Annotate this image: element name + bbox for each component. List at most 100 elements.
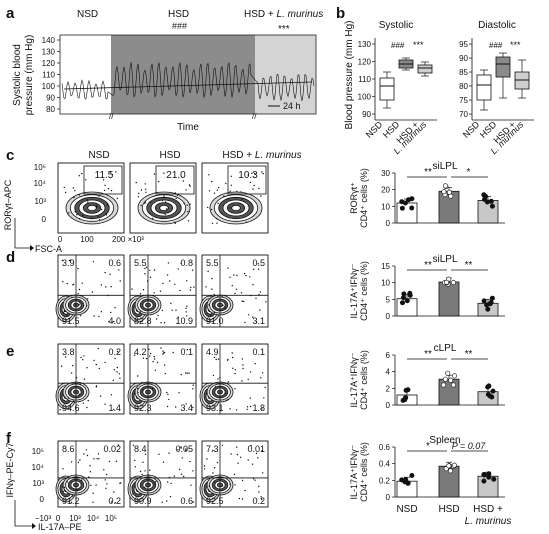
panel-f-axis-arrow [14, 500, 32, 527]
event-dot [213, 356, 216, 358]
panel-c-ylabel: RORγt–APC [3, 179, 13, 230]
event-dot [103, 189, 106, 192]
event-dot [68, 259, 71, 262]
event-dot [82, 402, 85, 404]
panel-d-q-lr: 10.9 [175, 316, 193, 326]
panel-a-ytick-label: 140 [42, 36, 56, 45]
bar-chart-ytick-label: 20 [381, 186, 390, 195]
event-dot [167, 481, 169, 483]
event-dot [107, 187, 110, 190]
data-point [450, 382, 456, 388]
event-dot [225, 399, 228, 402]
event-dot [212, 393, 214, 395]
event-dot [66, 481, 68, 483]
event-dot [82, 214, 84, 217]
event-dot [229, 190, 231, 192]
panel-f-q-lr: 0.2 [108, 496, 121, 506]
event-dot [137, 375, 139, 377]
event-dot [180, 262, 182, 264]
event-dot [217, 358, 220, 360]
event-dot [174, 192, 177, 194]
event-dot [97, 347, 99, 350]
boxplot-box [379, 77, 395, 101]
event-dot [240, 191, 242, 193]
event-dot [249, 371, 252, 373]
panel-d-letter: d [6, 249, 15, 266]
panel-b-diastolic-sig-1: ### [489, 41, 503, 50]
event-dot [97, 453, 100, 455]
bar-chart-ytick-label: 0 [386, 493, 391, 502]
panel-a-ytick-label: 110 [42, 71, 55, 80]
event-dot [217, 202, 219, 205]
panel-d-q-ll: 91.0 [206, 316, 224, 326]
event-dot [141, 473, 143, 476]
event-dot [255, 297, 257, 299]
event-dot [144, 267, 146, 270]
event-dot [262, 173, 264, 175]
event-dot [164, 213, 166, 216]
event-dot [233, 473, 236, 476]
panel-d-q-lr: 4.0 [108, 316, 121, 326]
event-dot [215, 358, 217, 361]
event-dot [149, 276, 152, 278]
event-dot [257, 457, 259, 459]
event-dot [132, 444, 135, 447]
event-dot [118, 373, 121, 375]
event-dot [177, 268, 179, 270]
event-dot [71, 296, 73, 299]
panel-f-q-ur: 0.05 [175, 444, 193, 454]
event-dot [169, 496, 172, 498]
event-dot [141, 320, 143, 323]
event-dot [116, 350, 119, 353]
event-dot [151, 217, 154, 220]
event-dot [163, 172, 165, 174]
event-dot [104, 361, 106, 364]
event-dot [224, 307, 226, 309]
event-dot [145, 191, 147, 193]
panel-a-ylabel-2: pressure (mm Hg) [24, 35, 35, 116]
event-dot [258, 491, 260, 493]
event-dot [117, 444, 120, 446]
event-dot [64, 356, 67, 358]
event-dot [216, 189, 218, 191]
event-dot [232, 204, 235, 207]
event-dot [245, 221, 247, 223]
bar-chart-ylabel-2: CD4⁺ cells (%) [359, 168, 369, 228]
event-dot [85, 179, 87, 181]
panel-a-ylabel-1: Systolic blood [12, 44, 23, 106]
data-point [491, 476, 497, 482]
event-dot [165, 208, 168, 210]
event-dot [114, 502, 117, 504]
event-dot [229, 207, 231, 209]
event-dot [116, 366, 119, 369]
panel-d-q-ul: 3.9 [62, 258, 75, 268]
bar-xcat-nsd: NSD [396, 504, 417, 515]
event-dot [177, 449, 179, 451]
event-dot [63, 310, 66, 313]
event-dot [188, 184, 191, 186]
event-dot [144, 273, 146, 275]
event-dot [99, 395, 102, 397]
event-dot [174, 283, 176, 285]
event-dot [192, 470, 194, 472]
event-dot [192, 406, 194, 409]
event-dot [162, 350, 164, 352]
event-dot [247, 378, 249, 381]
event-dot [221, 485, 224, 487]
event-dot [205, 286, 207, 288]
event-dot [262, 472, 264, 474]
data-point [482, 193, 488, 199]
event-dot [151, 387, 153, 390]
event-dot [139, 311, 141, 313]
panel-a-bg-hsd-lm [255, 35, 316, 114]
event-dot [246, 406, 249, 408]
data-point [402, 200, 408, 206]
event-dot [149, 352, 152, 355]
event-dot [213, 192, 216, 194]
data-point [403, 477, 409, 483]
data-point [451, 373, 457, 379]
panel-e-q-ll: 92.3 [134, 403, 152, 413]
event-dot [248, 314, 250, 316]
event-dot [208, 485, 211, 487]
event-dot [82, 359, 84, 361]
